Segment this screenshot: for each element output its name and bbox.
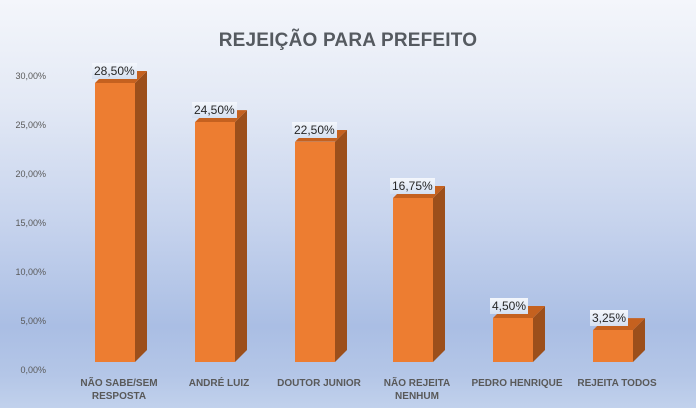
y-tick-label: 25,00%	[15, 120, 46, 131]
x-axis-label: NÃO SABE/SEM RESPOSTA	[64, 377, 174, 403]
bar-front	[95, 82, 135, 362]
bar-front	[195, 122, 235, 362]
x-label-line2: RESPOSTA	[91, 391, 147, 402]
bar-front	[295, 141, 335, 362]
x-label-line1: REJEITA TODOS	[577, 378, 657, 389]
bar-side	[433, 186, 445, 362]
bar-front	[393, 198, 433, 362]
x-axis-label: ANDRÉ LUIZ	[164, 377, 274, 390]
x-axis-label: REJEITA TODOS	[562, 377, 672, 390]
y-tick-label: 15,00%	[15, 218, 46, 229]
bar-side	[533, 306, 545, 362]
y-tick-label: 10,00%	[15, 267, 46, 278]
y-tick-label: 20,00%	[15, 169, 46, 180]
x-axis-label: PEDRO HENRIQUE	[462, 377, 572, 390]
bar-side	[235, 110, 247, 362]
data-label: 3,25%	[590, 310, 629, 327]
data-label: 28,50%	[92, 62, 137, 79]
bar-side	[633, 318, 645, 362]
y-tick-label: 5,00%	[20, 316, 46, 327]
data-label: 22,50%	[292, 121, 337, 138]
x-axis-label: DOUTOR JUNIOR	[264, 377, 374, 390]
bar-front	[493, 317, 533, 362]
bar-side	[135, 71, 147, 362]
y-tick-label: 0,00%	[20, 365, 46, 375]
x-axis-label: NÃO REJEITA NENHUM	[362, 377, 472, 403]
y-tick-label: 30,00%	[15, 71, 46, 82]
data-label: 16,75%	[390, 178, 435, 195]
x-label-line1: NÃO SABE/SEM	[80, 378, 158, 389]
x-label-line2: NENHUM	[395, 391, 439, 402]
bar-front	[593, 330, 633, 362]
chart-title: REJEIÇÃO PARA PREFEITO	[218, 30, 478, 51]
x-label-line1: ANDRÉ LUIZ	[188, 378, 250, 389]
data-label: 4,50%	[490, 297, 529, 314]
data-label: 24,50%	[192, 102, 237, 119]
bar-side	[335, 130, 347, 362]
x-label-line1: PEDRO HENRIQUE	[471, 378, 563, 389]
x-label-line1: DOUTOR JUNIOR	[277, 378, 361, 389]
x-label-line1: NÃO REJEITA	[383, 378, 451, 389]
